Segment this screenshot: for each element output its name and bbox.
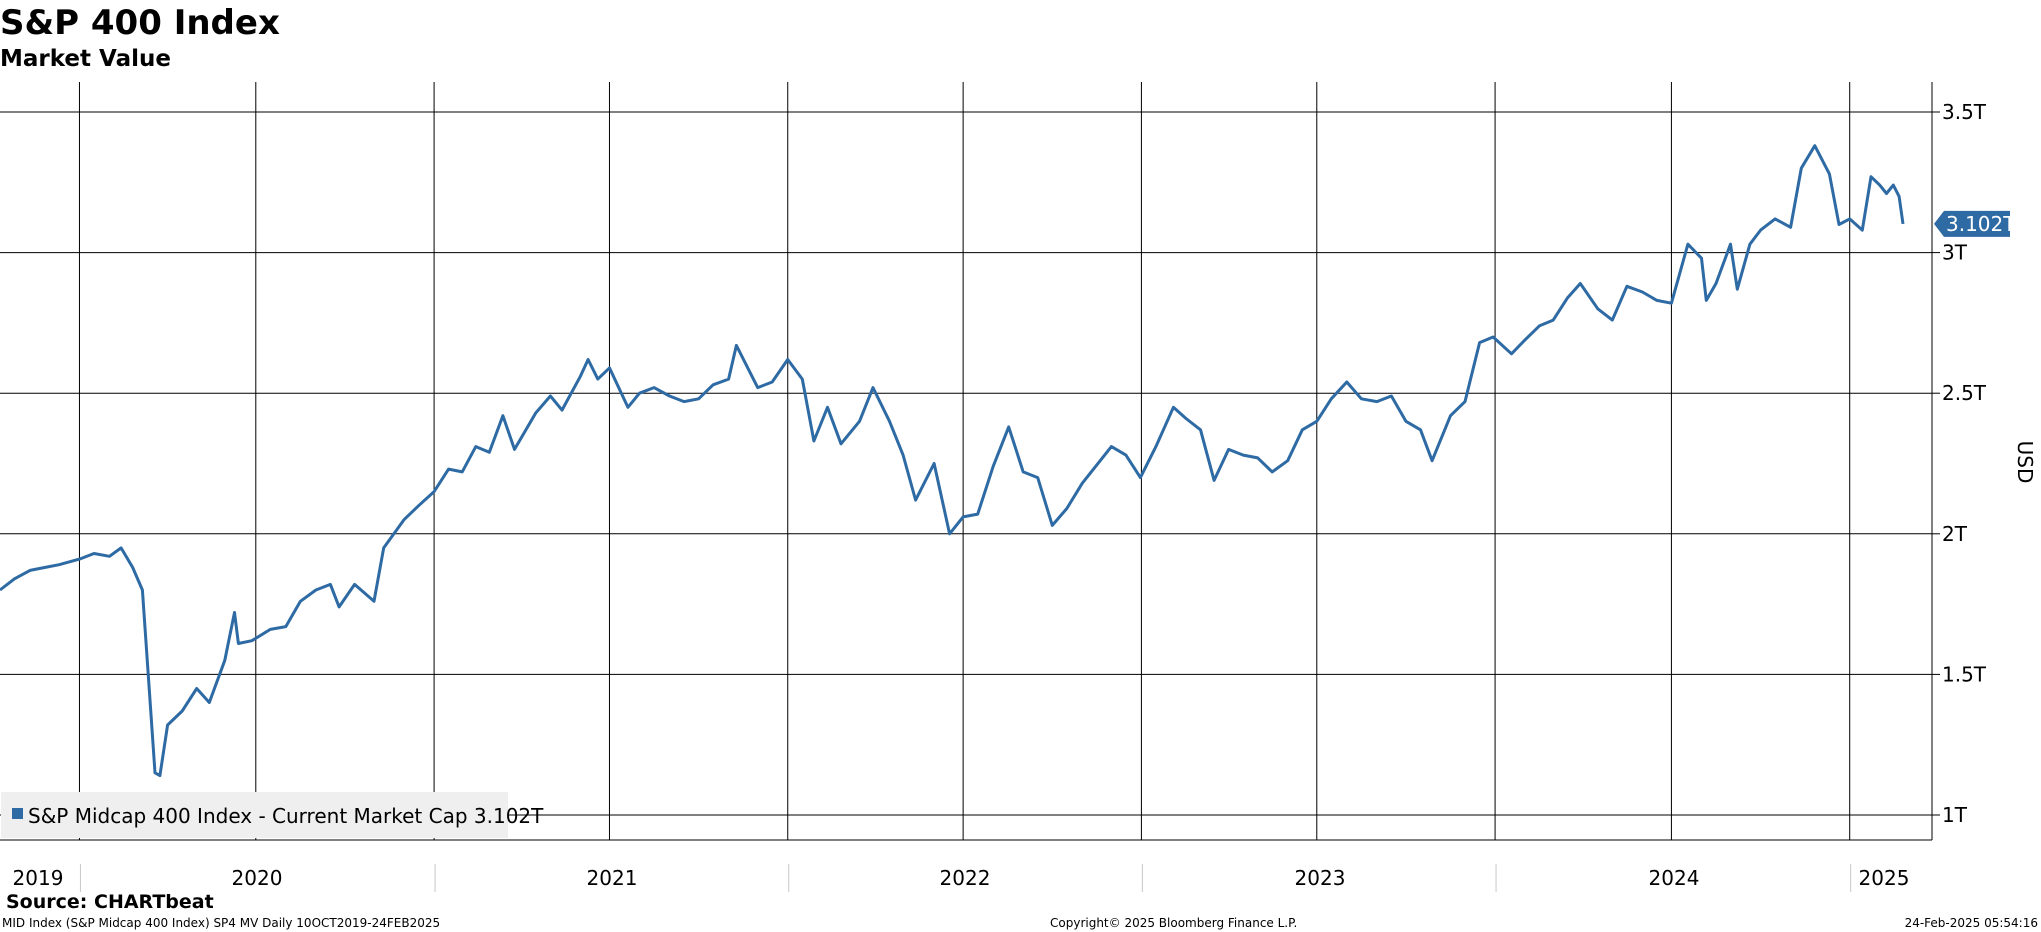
- text-layer: 1T 1.5T 2T 2.5T 3T 3.5T 2019 2020 2021 2022 2023 20…: [0, 3, 2038, 930]
- y-axis-title: USD: [2013, 441, 2037, 484]
- chart-subtitle: Market Value: [0, 46, 171, 72]
- series-layer: [0, 144, 1905, 778]
- x-year-label: 2020: [232, 866, 283, 890]
- x-year-label: 2019: [13, 866, 64, 890]
- current-value-badge: [1934, 210, 2010, 237]
- chart-title: S&P 400 Index: [0, 3, 280, 43]
- grid-layer: [0, 82, 1940, 892]
- ticker-info: MID Index (S&P Midcap 400 Index) SP4 MV …: [2, 916, 440, 930]
- x-year-label: 2025: [1859, 866, 1910, 890]
- copyright-text: Copyright© 2025 Bloomberg Finance L.P.: [1050, 916, 1297, 930]
- y-tick-label: 1T: [1942, 803, 1968, 827]
- current-value-badge-text: 3.102T: [1946, 212, 2016, 236]
- y-tick-label: 3T: [1942, 241, 1968, 265]
- x-year-label: 2022: [940, 866, 991, 890]
- y-tick-label: 2T: [1942, 522, 1968, 546]
- x-year-label: 2024: [1649, 866, 1700, 890]
- source-label: Source: CHARTbeat: [6, 891, 214, 913]
- timestamp-text: 24-Feb-2025 05:54:16: [1905, 916, 2038, 930]
- y-tick-label: 1.5T: [1942, 662, 1987, 686]
- x-year-label: 2021: [587, 866, 638, 890]
- legend-box: [1, 792, 508, 838]
- legend-label: S&P Midcap 400 Index - Current Market Ca…: [28, 804, 544, 828]
- y-tick-label: 2.5T: [1942, 381, 1987, 405]
- series-line: [0, 144, 1905, 778]
- y-tick-label: 3.5T: [1942, 100, 1987, 124]
- legend-swatch: [12, 808, 23, 819]
- x-year-label: 2023: [1295, 866, 1346, 890]
